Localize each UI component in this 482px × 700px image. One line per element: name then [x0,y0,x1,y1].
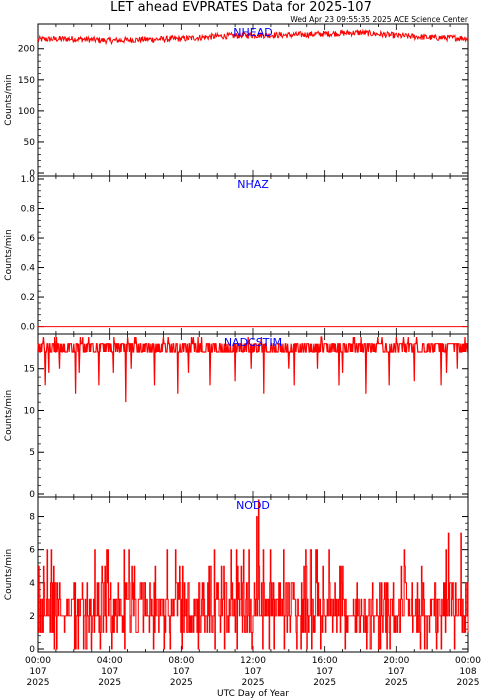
y-tick-label: 0.6 [21,234,36,244]
y-axis-label: Counts/min [4,549,14,600]
y-tick-label: 0 [29,645,35,655]
x-axis-label: UTC Day of Year [217,689,289,699]
x-tick-label-day: 107 [29,667,46,677]
panel-label: NODD [236,499,270,512]
x-tick-label-time: 08:00 [168,656,194,666]
series-line-nadcstim [37,336,468,403]
panels: 050100150200Counts/minNHEAD0.00.20.40.60… [4,23,469,655]
panel-label: NADCSTIM [224,336,282,349]
y-tick-label: 1.0 [21,175,36,185]
y-tick-label: 2 [29,612,35,622]
series-line-nhead [37,28,469,46]
series-line-nodd [38,499,469,650]
y-tick-label: 0.0 [21,323,36,333]
y-tick-label: 0.8 [21,205,36,215]
x-tick-label-time: 20:00 [383,656,409,666]
x-tick-label-day: 107 [173,667,190,677]
y-axis-label: Counts/min [4,229,14,280]
y-axis-label: Counts/min [4,74,14,125]
x-tick-label-time: 00:00 [25,656,51,666]
panel-frame [37,333,469,498]
y-tick-label: 200 [18,45,35,55]
x-tick-label-year: 2025 [313,678,336,688]
figure-title: LET ahead EVPRATES Data for 2025-107 [110,0,372,15]
x-tick-label-day: 107 [388,667,405,677]
x-tick-label-time: 16:00 [312,656,338,666]
y-tick-label: 5 [29,448,35,458]
x-tick-label-day: 107 [316,667,333,677]
x-tick-label-year: 2025 [457,678,480,688]
x-tick-label-day: 107 [244,667,261,677]
y-tick-label: 0 [29,490,35,500]
y-tick-label: 100 [18,107,35,117]
y-tick-label: 50 [24,138,36,148]
y-tick-label: 15 [24,365,35,375]
panel-label: NHEAD [233,26,272,39]
panel-nhead: 0 50 100 150 200 Counts/min NHEAD [4,23,469,179]
x-tick-label-year: 2025 [170,678,193,688]
x-tick-label-day: 107 [101,667,118,677]
x-tick-label-time: 04:00 [97,656,123,666]
y-tick-label: 6 [29,546,35,556]
x-tick-label-year: 2025 [385,678,408,688]
y-tick-label: 150 [18,76,35,86]
y-tick-label: 0 [29,169,35,179]
y-tick-label: 4 [29,579,35,589]
y-axis-label: Counts/min [4,390,14,441]
panel-nhaz: 0.0 0.2 0.4 0.6 0.8 1.0 Counts/min NHAZ [4,175,469,335]
x-tick-label-time: 12:00 [240,656,266,666]
panel-label: NHAZ [237,178,269,191]
x-tick-label-year: 2025 [242,678,265,688]
y-tick-label: 0.4 [21,264,36,274]
x-axis: 00:00107202504:00107202508:00107202512:0… [25,656,481,688]
y-tick-label: 8 [29,513,35,523]
y-tick-label: 10 [24,406,36,416]
panel-nadcstim: 0 5 10 15 Counts/min NADCSTIM [4,333,469,500]
x-tick-label-time: 00:00 [455,656,481,666]
panel-frame [37,175,469,335]
x-tick-label-year: 2025 [98,678,121,688]
x-tick-label-day: 108 [459,667,476,677]
y-tick-label: 0.2 [21,293,35,303]
timestamp: Wed Apr 23 09:55:35 2025 ACE Science Cen… [290,15,469,24]
x-tick-label-year: 2025 [27,678,50,688]
panel-frame [37,23,469,177]
panel-nodd: 0 2 4 6 8 Counts/min NODD [4,496,469,655]
